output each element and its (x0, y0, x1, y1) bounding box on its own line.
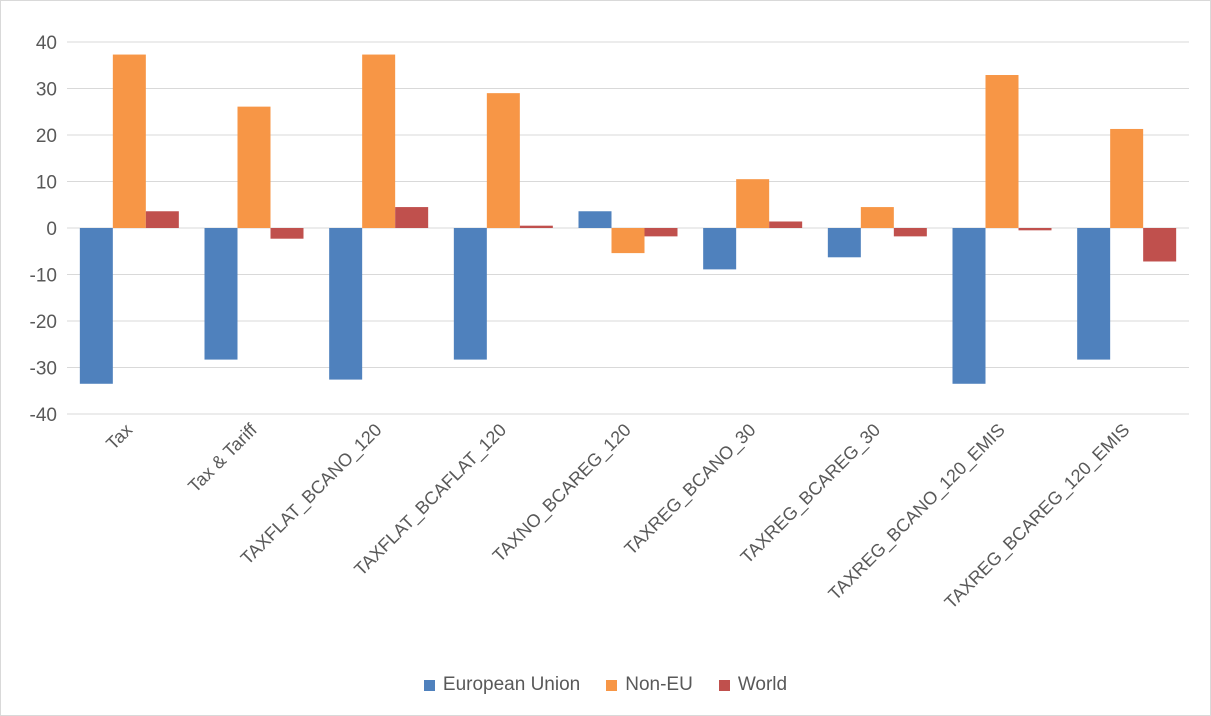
bar-non-eu-5 (736, 179, 770, 228)
bar-world-8 (1143, 228, 1177, 262)
legend-swatch-non-eu (606, 679, 618, 691)
legend-swatch-european-union (423, 679, 435, 691)
bar-european-union-1 (204, 228, 238, 360)
bar-european-union-5 (703, 228, 737, 270)
bar-non-eu-0 (112, 54, 146, 229)
bars (79, 54, 1177, 384)
y-tick-label: 30 (36, 80, 57, 101)
bar-non-eu-2 (362, 54, 396, 229)
bar-non-eu-4 (611, 228, 645, 254)
bar-european-union-8 (1077, 228, 1111, 360)
x-axis-category-labels: Tax Tax & TariffTAXFLAT_BCANO_120TAXFLAT_… (102, 419, 1134, 613)
x-category-label: TAXFLAT_BCANO_120 (237, 420, 386, 569)
y-tick-label: -30 (30, 359, 57, 380)
bar-world-7 (1018, 228, 1052, 231)
bar-european-union-4 (578, 211, 612, 228)
bar-european-union-0 (79, 228, 113, 384)
bar-european-union-6 (827, 228, 861, 258)
y-tick-label: 10 (36, 173, 57, 194)
bar-world-0 (145, 211, 179, 228)
bar-world-6 (893, 228, 927, 237)
x-category-label: TAXREG_BCANO_30 (620, 420, 760, 560)
legend: European Union Non-EU World (1, 674, 1210, 696)
x-category-label: Tax (102, 420, 136, 454)
legend-swatch-world (718, 679, 730, 691)
legend-item-european-union: European Union (423, 674, 581, 696)
y-tick-label: 0 (46, 219, 57, 240)
bar-world-4 (644, 228, 678, 237)
x-category-label: TAXREG_BCAREG_30 (737, 420, 885, 568)
bar-non-eu-1 (237, 106, 271, 228)
y-tick-label: -40 (30, 405, 57, 426)
x-category-label: Tax & Tariff (184, 419, 261, 496)
bar-non-eu-6 (860, 207, 894, 228)
x-category-label: TAXNO_BCAREG_120 (489, 420, 636, 567)
legend-label-non-eu: Non-EU (625, 674, 693, 695)
bar-non-eu-7 (985, 75, 1019, 228)
y-tick-label: 20 (36, 126, 57, 147)
y-tick-label: -20 (30, 312, 57, 333)
legend-label-world: World (737, 674, 788, 695)
legend-item-non-eu: Non-EU (606, 674, 693, 696)
bar-non-eu-3 (486, 93, 520, 229)
bar-world-3 (519, 225, 553, 228)
bar-world-5 (769, 221, 803, 228)
bar-world-1 (270, 228, 304, 239)
bar-world-2 (395, 207, 429, 228)
bar-european-union-3 (453, 228, 487, 360)
y-tick-label: 40 (36, 33, 57, 54)
legend-item-world: World (718, 674, 788, 696)
y-axis-tick-labels: 40 30 20 10 0 -10 -20 -30 -40 (30, 33, 57, 426)
legend-label-european-union: European Union (442, 674, 581, 695)
bar-european-union-7 (952, 228, 986, 384)
y-tick-label: -10 (30, 266, 57, 287)
bar-non-eu-8 (1110, 128, 1144, 228)
bar-european-union-2 (329, 228, 363, 380)
